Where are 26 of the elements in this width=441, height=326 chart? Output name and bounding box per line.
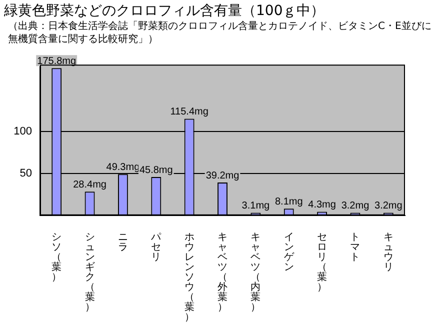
data-label: 3.2mg bbox=[374, 200, 402, 212]
x-tick-label: トマト bbox=[350, 232, 360, 263]
data-label: 3.1mg bbox=[242, 200, 270, 212]
chart-title: 緑黄色野菜などのクロロフィル含有量（100ｇ中） bbox=[4, 2, 325, 20]
x-tick-label: シソ（葉） bbox=[52, 232, 62, 283]
data-label: 4.3mg bbox=[308, 200, 336, 211]
x-tick-label: インゲン bbox=[284, 232, 294, 273]
x-tick-label: セロリ（葉） bbox=[317, 232, 328, 293]
x-tick-label: キュウリ bbox=[383, 232, 394, 273]
data-label: 45.8mg bbox=[139, 164, 173, 176]
x-tick-label: パセリ bbox=[151, 232, 162, 263]
x-tick-label: キャベツ（内葉） bbox=[250, 232, 261, 313]
y-tick-label: 50 bbox=[20, 168, 32, 180]
data-label: 8.1mg bbox=[274, 196, 303, 208]
x-tick-label: キャベツ（外葉） bbox=[218, 232, 228, 313]
data-label: 39.2mg bbox=[206, 170, 240, 182]
category-label: ホウレンソウ（葉） bbox=[184, 232, 194, 323]
x-tick-label: シュンギク（葉） bbox=[84, 232, 95, 313]
x-tick-label: ニラ bbox=[118, 232, 128, 253]
data-label: 28.4mg bbox=[73, 179, 106, 190]
data-label: 3.2mg bbox=[341, 200, 370, 212]
chart-subtitle: （出典：日本食生活学会誌「野菜類のクロロフィル含量とカロテノイド、ビタミンC・E並びに無機質含量に関する比較研究」） bbox=[8, 20, 432, 46]
data-label: 115.4mg bbox=[170, 106, 208, 118]
data-label: 49.3mg bbox=[106, 162, 140, 173]
y-tick-label: 100 bbox=[14, 126, 32, 138]
data-label: 175.8mg bbox=[37, 56, 76, 67]
